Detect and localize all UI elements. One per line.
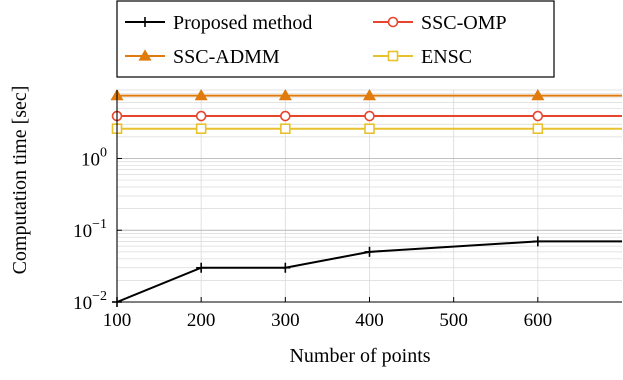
data-point-proposed-method (196, 262, 207, 273)
legend-label: Proposed method (173, 12, 312, 34)
x-tick-label: 400 (355, 310, 384, 331)
y-tick-label: 10−2 (73, 289, 107, 314)
data-point-ssc-omp (280, 110, 291, 122)
x-tick-label: 300 (271, 310, 300, 331)
data-point-ensc (280, 123, 291, 134)
data-point-proposed-method (280, 262, 291, 273)
series-proposed-method (112, 236, 622, 307)
legend-entry-ensc: ENSC (373, 46, 472, 68)
data-point-proposed-method (532, 236, 543, 247)
data-point-ssc-admm (278, 88, 292, 101)
legend-marker-ssc-omp (387, 16, 399, 28)
series-line-proposed-method (116, 240, 622, 303)
legend-entry-ssc-admm: SSC-ADMM (125, 46, 280, 68)
x-tick-label: 500 (439, 310, 468, 331)
axes-layer (116, 90, 622, 303)
x-tick-label: 200 (187, 310, 216, 331)
legend-entry-ssc-omp: SSC-OMP (373, 12, 507, 34)
legend-label: SSC-OMP (421, 12, 507, 34)
data-point-ssc-admm (362, 88, 377, 101)
legend-marker-ensc (387, 50, 399, 62)
series-layer (110, 88, 622, 307)
data-point-ensc (195, 123, 207, 134)
data-point-ssc-omp (195, 110, 207, 122)
legend: Proposed method SSC-OMP SSC-ADMM ENSC (116, 0, 555, 78)
data-point-ssc-omp (364, 110, 375, 122)
series-ssc-omp (111, 110, 622, 122)
data-point-ssc-omp (532, 110, 544, 122)
legend-box (116, 0, 555, 78)
legend-marker-proposed-method (140, 17, 150, 27)
x-axis-label: Number of points (289, 345, 430, 367)
x-tick-label: 100 (103, 310, 132, 331)
legend-label: SSC-ADMM (173, 46, 280, 68)
data-point-ssc-admm (194, 88, 208, 101)
data-point-proposed-method (364, 246, 375, 257)
y-axis-label: Computation time [sec] (9, 86, 31, 275)
tick-labels: 100 200 300 400 500 600 10−2 10−1 100 (73, 145, 552, 331)
series-ensc (111, 123, 622, 134)
x-tick-label: 600 (524, 310, 553, 331)
legend-marker-ssc-admm (138, 49, 152, 61)
y-tick-label: 100 (81, 145, 107, 170)
y-tick-label: 10−1 (73, 217, 107, 242)
legend-entry-proposed-method: Proposed method (125, 12, 312, 34)
legend-label: ENSC (421, 46, 472, 68)
series-ssc-admm (110, 88, 622, 101)
data-point-ssc-admm (531, 88, 545, 101)
data-point-ensc (532, 123, 544, 134)
data-point-ensc (364, 123, 375, 134)
